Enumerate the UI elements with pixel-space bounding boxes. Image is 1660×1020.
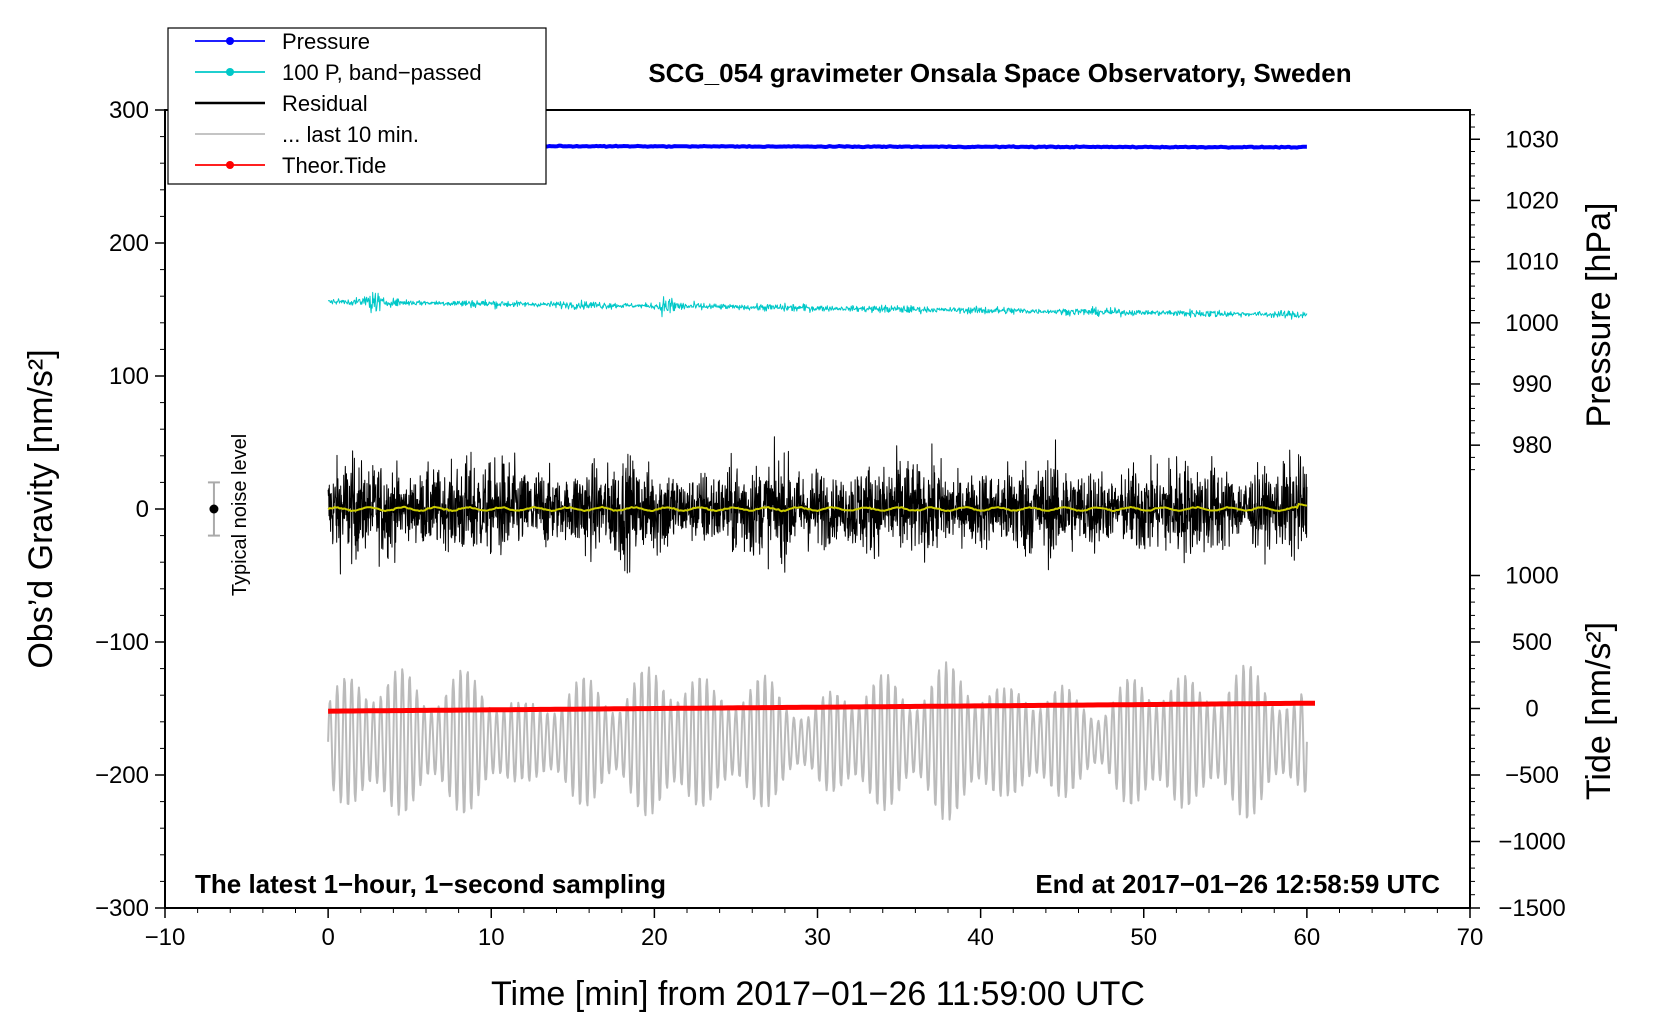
tide-tick-label: −500 [1505, 762, 1559, 789]
x-axis-label: Time [min] from 2017−01−26 11:59:00 UTC [491, 975, 1145, 1013]
x-tick-label: 60 [1294, 924, 1321, 951]
legend-label: ... last 10 min. [282, 122, 419, 147]
x-tick-label: 70 [1457, 924, 1484, 951]
y-tick-label: −200 [95, 762, 149, 789]
tide-tick-label: 500 [1512, 629, 1552, 656]
legend-item: Pressure [195, 29, 370, 54]
x-tick-label: 20 [641, 924, 668, 951]
legend-label: 100 P, band−passed [282, 60, 482, 85]
y-tick-label: 100 [109, 363, 149, 390]
annotation-sampling: The latest 1−hour, 1−second sampling [195, 869, 666, 899]
y-tick-label: −100 [95, 629, 149, 656]
pressure-tick-label: 990 [1512, 371, 1552, 398]
legend-item: ... last 10 min. [195, 122, 419, 147]
y-axis-left: −300 −200 −100 0 100 200 300 [95, 97, 165, 922]
legend-item: Residual [195, 91, 368, 116]
legend-label: Pressure [282, 29, 370, 54]
y-axis-right-tide: −1500 −1000 −500 0 500 1000 [1470, 563, 1566, 922]
legend-label: Residual [282, 91, 368, 116]
legend-item: 100 P, band−passed [195, 60, 482, 85]
pressure-tick-label: 1020 [1505, 187, 1558, 214]
legend: Pressure 100 P, band−passed Residual ... la… [167, 27, 547, 185]
legend-label: Theor.Tide [282, 153, 386, 178]
series-band-passed [327, 291, 1308, 320]
legend-item: Theor.Tide [195, 153, 386, 178]
y-tick-label: 300 [109, 97, 149, 124]
y-tick-label: 0 [136, 496, 149, 523]
x-tick-label: 30 [804, 924, 831, 951]
tide-tick-label: 1000 [1505, 563, 1558, 590]
y-axis-label-pressure: Pressure [hPa] [1580, 203, 1618, 428]
pressure-tick-label: 980 [1512, 432, 1552, 459]
series-residual [327, 436, 1308, 575]
noise-point [209, 504, 219, 514]
legend-marker [226, 161, 234, 169]
series-layer [327, 143, 1315, 821]
chart-title: SCG_054 gravimeter Onsala Space Observat… [648, 58, 1351, 88]
y-axis-label-tide: Tide [nm/s²] [1580, 622, 1618, 800]
x-tick-label: −10 [145, 924, 186, 951]
x-tick-label: 0 [321, 924, 334, 951]
tide-tick-label: −1000 [1498, 829, 1565, 856]
pressure-tick-label: 1000 [1505, 310, 1558, 337]
pressure-tick-label: 1030 [1505, 126, 1558, 153]
y-axis-label-left: Obs’d Gravity [nm/s²] [22, 349, 60, 668]
pressure-tick-label: 1010 [1505, 249, 1558, 276]
y-tick-label: 200 [109, 230, 149, 257]
x-tick-label: 10 [478, 924, 505, 951]
series-theor-tide [328, 700, 1315, 714]
x-axis: −10 0 10 20 30 40 50 60 70 [145, 908, 1484, 951]
y-axis-right-pressure: 980 990 1000 1010 1020 1030 [1470, 114, 1559, 471]
noise-level-indicator [207, 481, 220, 537]
series-last-10-min [327, 661, 1308, 821]
x-tick-label: 40 [967, 924, 994, 951]
legend-marker [226, 68, 234, 76]
y-tick-label: −300 [95, 895, 149, 922]
noise-level-label: Typical noise level [229, 434, 251, 596]
tide-tick-label: −1500 [1498, 895, 1565, 922]
series-smoothed-residual [327, 502, 1308, 513]
legend-marker [226, 37, 234, 45]
tide-tick-label: 0 [1525, 696, 1538, 723]
legend-box [167, 27, 547, 185]
annotation-end-time: End at 2017−01−26 12:58:59 UTC [1035, 869, 1440, 899]
x-tick-label: 50 [1130, 924, 1157, 951]
